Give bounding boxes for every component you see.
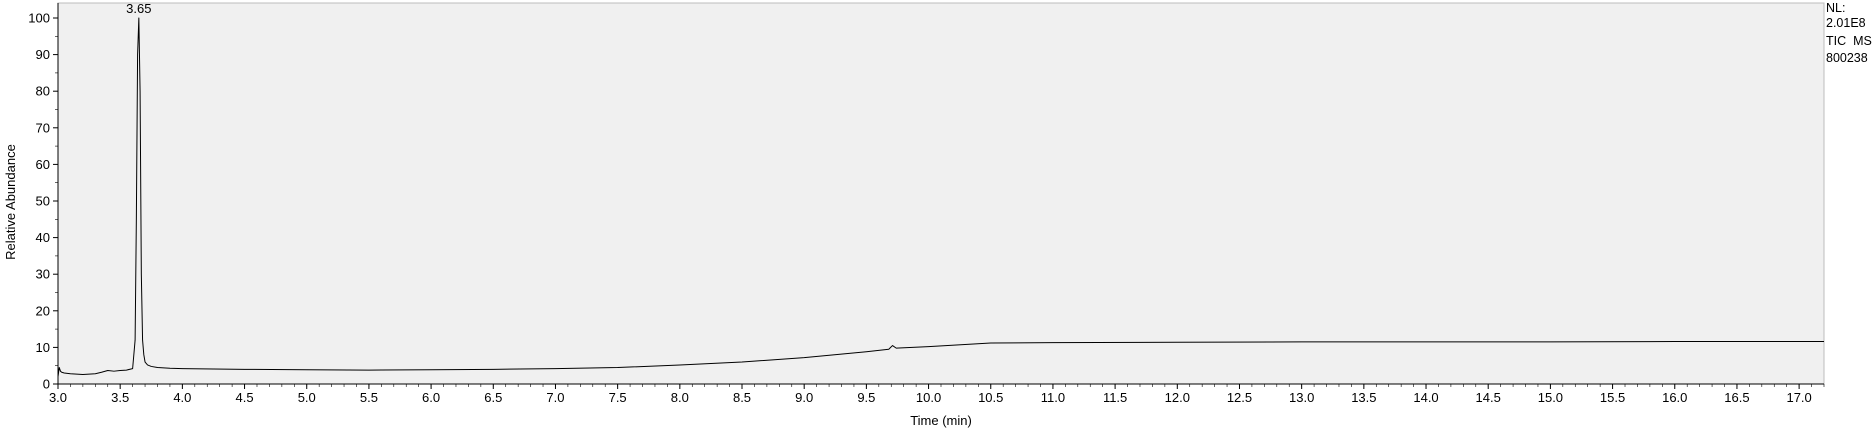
nl-label: NL: <box>1826 1 1846 15</box>
y-tick-label: 0 <box>43 377 50 392</box>
x-tick-label: 13.5 <box>1351 390 1376 405</box>
x-tick-label: 9.0 <box>795 390 813 405</box>
x-tick-label: 13.0 <box>1289 390 1314 405</box>
trace-type: TIC MS <box>1826 34 1872 48</box>
x-tick-label: 3.5 <box>111 390 129 405</box>
x-tick-label: 12.0 <box>1165 390 1190 405</box>
x-tick-label: 7.5 <box>609 390 627 405</box>
x-tick-label: 12.5 <box>1227 390 1252 405</box>
y-tick-label: 60 <box>36 157 50 172</box>
x-tick-label: 6.0 <box>422 390 440 405</box>
y-tick-label: 40 <box>36 230 50 245</box>
x-tick-label: 15.0 <box>1538 390 1563 405</box>
x-tick-label: 14.0 <box>1413 390 1438 405</box>
peak-annotations: 3.65 <box>126 1 151 16</box>
series-layer <box>57 17 1824 377</box>
peak-label: 3.65 <box>126 1 151 16</box>
x-tick-label: 16.0 <box>1662 390 1687 405</box>
x-tick-label: 17.0 <box>1786 390 1811 405</box>
x-tick-label: 10.0 <box>916 390 941 405</box>
y-tick-label: 20 <box>36 303 50 318</box>
x-tick-label: 8.5 <box>733 390 751 405</box>
x-tick-label: 11.5 <box>1103 390 1127 405</box>
x-tick-label: 9.5 <box>857 390 875 405</box>
x-tick-label: 3.0 <box>49 390 67 405</box>
y-tick-label: 70 <box>36 120 50 135</box>
y-tick-label: 10 <box>36 340 50 355</box>
x-tick-label: 4.0 <box>173 390 191 405</box>
y-tick-label: 90 <box>36 47 50 62</box>
plot-area <box>57 2 1825 385</box>
x-tick-label: 16.5 <box>1724 390 1749 405</box>
x-axis-ticks: 3.0 3.5 4.0 4.5 5.0 5.5 6.0 6.5 7.0 7.5 8.0 8.5 9.0 9… <box>49 384 1825 405</box>
y-tick-label: 80 <box>36 84 50 99</box>
x-tick-label: 15.5 <box>1600 390 1625 405</box>
nl-value: 2.01E8 <box>1826 16 1866 30</box>
x-tick-label: 10.5 <box>978 390 1003 405</box>
x-tick-label: 7.0 <box>546 390 564 405</box>
y-axis-label: Relative Abundance <box>3 144 18 260</box>
x-tick-label: 4.5 <box>236 390 254 405</box>
x-axis-label: Time (min) <box>910 413 972 428</box>
tic-trace-line <box>57 17 1824 377</box>
x-tick-label: 5.0 <box>298 390 316 405</box>
x-tick-label: 11.0 <box>1041 390 1065 405</box>
y-tick-label: 30 <box>36 267 50 282</box>
x-tick-label: 14.5 <box>1476 390 1501 405</box>
x-tick-label: 6.5 <box>484 390 502 405</box>
y-axis-ticks: 0 10 20 30 40 50 60 70 80 90 100 <box>28 11 58 392</box>
y-tick-label: 50 <box>36 194 50 209</box>
x-tick-label: 8.0 <box>671 390 689 405</box>
sample-id: 800238 <box>1826 51 1868 65</box>
y-tick-label: 100 <box>28 11 50 26</box>
x-tick-label: 5.5 <box>360 390 378 405</box>
